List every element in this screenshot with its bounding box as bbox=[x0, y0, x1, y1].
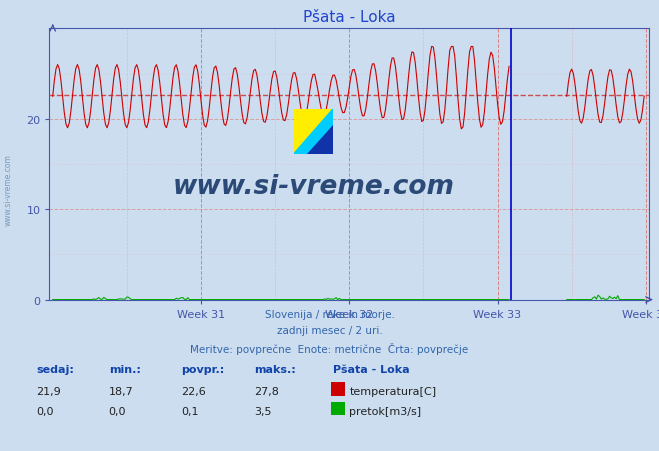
Text: Meritve: povprečne  Enote: metrične  Črta: povprečje: Meritve: povprečne Enote: metrične Črta:… bbox=[190, 342, 469, 354]
Text: 27,8: 27,8 bbox=[254, 387, 279, 396]
Text: 3,5: 3,5 bbox=[254, 406, 272, 416]
Text: Pšata - Loka: Pšata - Loka bbox=[333, 364, 409, 374]
Text: pretok[m3/s]: pretok[m3/s] bbox=[349, 406, 421, 416]
Text: 0,1: 0,1 bbox=[181, 406, 199, 416]
Title: Pšata - Loka: Pšata - Loka bbox=[303, 10, 395, 25]
Polygon shape bbox=[293, 110, 333, 155]
Polygon shape bbox=[293, 110, 333, 155]
Text: Slovenija / reke in morje.: Slovenija / reke in morje. bbox=[264, 309, 395, 319]
Text: povpr.:: povpr.: bbox=[181, 364, 225, 374]
Text: 0,0: 0,0 bbox=[109, 406, 127, 416]
Text: 0,0: 0,0 bbox=[36, 406, 54, 416]
Text: zadnji mesec / 2 uri.: zadnji mesec / 2 uri. bbox=[277, 326, 382, 336]
Text: 22,6: 22,6 bbox=[181, 387, 206, 396]
Text: www.si-vreme.com: www.si-vreme.com bbox=[172, 173, 454, 199]
Polygon shape bbox=[307, 125, 333, 155]
Text: maks.:: maks.: bbox=[254, 364, 295, 374]
Text: 18,7: 18,7 bbox=[109, 387, 134, 396]
Text: temperatura[C]: temperatura[C] bbox=[349, 387, 436, 396]
Text: sedaj:: sedaj: bbox=[36, 364, 74, 374]
Text: 21,9: 21,9 bbox=[36, 387, 61, 396]
Text: www.si-vreme.com: www.si-vreme.com bbox=[3, 153, 13, 226]
Text: min.:: min.: bbox=[109, 364, 140, 374]
